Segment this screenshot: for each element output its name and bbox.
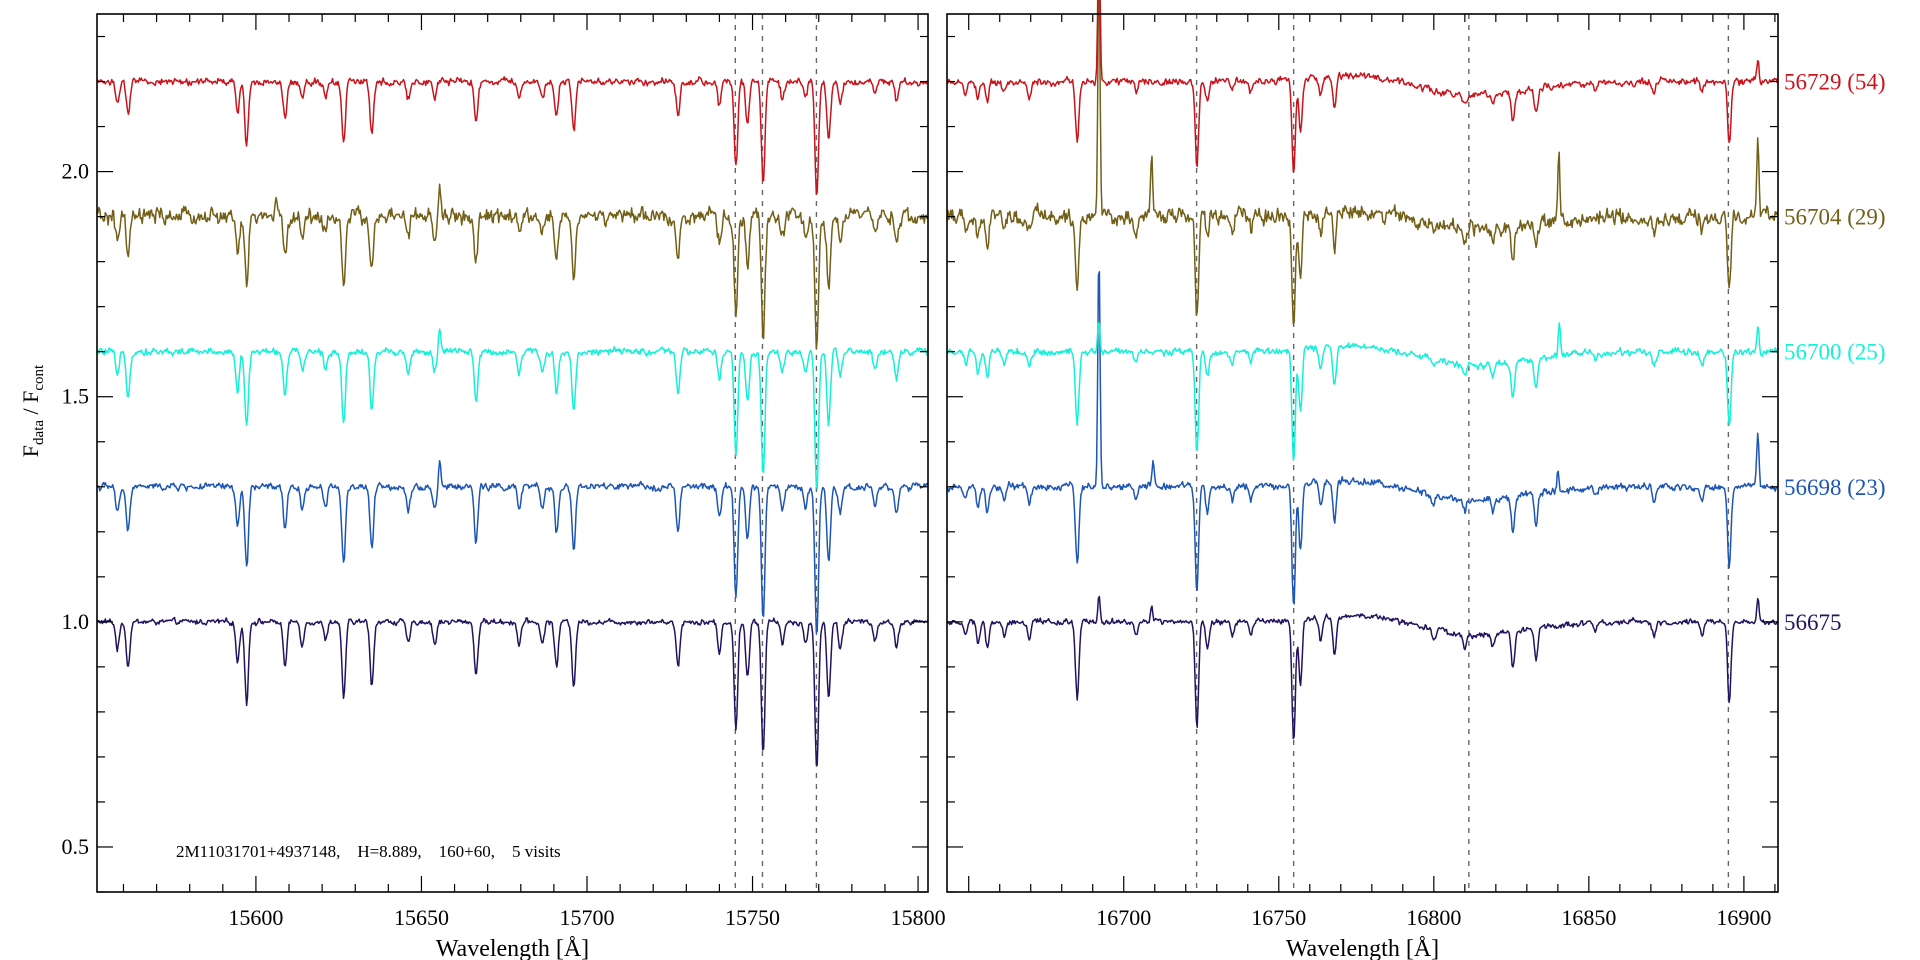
series-label-56700: 56700 (25) xyxy=(1784,340,1886,365)
right-x-tick-label-4: 16900 xyxy=(1716,905,1771,930)
left-spectrum-56729 xyxy=(97,76,929,195)
left-x-axis-label: Wavelength [Å] xyxy=(436,936,589,960)
left-x-tick-label-3: 15750 xyxy=(725,905,780,930)
left-x-tick-label-4: 15800 xyxy=(891,905,946,930)
left-panel-frame xyxy=(96,13,929,893)
right-x-tick-label-2: 16800 xyxy=(1406,905,1461,930)
y-tick-label-1: 1.0 xyxy=(62,609,90,634)
right-x-axis-label: Wavelength [Å] xyxy=(1286,936,1439,960)
star-annotation: 2M11031701+4937148, H=8.889, 160+60, 5 v… xyxy=(176,842,561,861)
right-x-tick-label-3: 16850 xyxy=(1561,905,1616,930)
y-tick-label-3: 2.0 xyxy=(62,159,90,184)
right-spectrum-56704 xyxy=(946,0,1779,325)
text-layer: 15600 15650 15700 15750 15800 Wavelength [Å] 1… xyxy=(62,70,1886,960)
left-spectrum-56698 xyxy=(96,460,929,634)
left-x-tick-label-0: 15600 xyxy=(228,905,283,930)
dashed-line-layer xyxy=(734,14,1730,892)
left-spectrum-56700 xyxy=(96,328,929,490)
left-x-tick-label-1: 15650 xyxy=(394,905,449,930)
y-tick-label-2: 1.5 xyxy=(62,384,90,409)
series-label-56675: 56675 xyxy=(1784,610,1842,635)
series-label-56729: 56729 (54) xyxy=(1784,70,1886,95)
series-label-56704: 56704 (29) xyxy=(1784,205,1886,230)
spectra-layer xyxy=(96,0,1779,766)
right-x-tick-label-0: 16700 xyxy=(1096,905,1151,930)
y-axis-label: Fdata / Fcont xyxy=(18,364,47,457)
series-label-56698: 56698 (23) xyxy=(1784,475,1886,500)
axes-layer xyxy=(96,13,1779,893)
left-spectrum-56704 xyxy=(96,183,929,350)
right-spectrum-56675 xyxy=(946,595,1779,740)
right-x-tick-label-1: 16750 xyxy=(1251,905,1306,930)
left-x-tick-label-2: 15700 xyxy=(559,905,614,930)
right-spectrum-56700 xyxy=(946,322,1779,461)
left-spectrum-56675 xyxy=(96,616,929,766)
right-spectrum-56698 xyxy=(946,271,1779,605)
y-tick-label-0: 0.5 xyxy=(62,834,90,859)
right-spectrum-56729 xyxy=(946,0,1779,173)
right-panel-frame xyxy=(946,13,1779,893)
